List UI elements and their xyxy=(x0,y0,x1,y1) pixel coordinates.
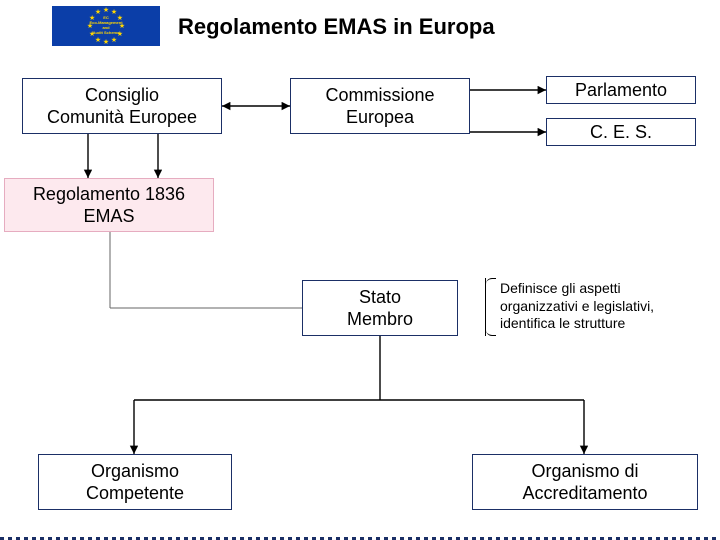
node-consiglio: ConsiglioComunità Europee xyxy=(22,78,222,134)
node-regolamento: Regolamento 1836EMAS xyxy=(4,178,214,232)
node-label: StatoMembro xyxy=(347,286,413,331)
annotation-text: Definisce gli aspetti organizzativi e le… xyxy=(500,280,700,333)
eu-logo: ★★★★★★★★★★★★ EC Eco-Management and Audit… xyxy=(52,6,160,46)
node-label: OrganismoCompetente xyxy=(86,460,184,505)
node-commissione: CommissioneEuropea xyxy=(290,78,470,134)
node-accreditamento: Organismo diAccreditamento xyxy=(472,454,698,510)
node-stato: StatoMembro xyxy=(302,280,458,336)
node-label: Parlamento xyxy=(575,79,667,102)
annotation-bracket xyxy=(485,278,486,336)
node-label: C. E. S. xyxy=(590,121,652,144)
logo-line: Audit Scheme xyxy=(93,30,120,35)
node-label: ConsiglioComunità Europee xyxy=(47,84,197,129)
node-ces: C. E. S. xyxy=(546,118,696,146)
page-title: Regolamento EMAS in Europa xyxy=(178,14,495,40)
eu-logo-text: EC Eco-Management and Audit Scheme xyxy=(89,16,122,35)
node-label: CommissioneEuropea xyxy=(325,84,434,129)
node-label: Organismo diAccreditamento xyxy=(522,460,647,505)
node-label: Regolamento 1836EMAS xyxy=(33,183,185,228)
node-parlamento: Parlamento xyxy=(546,76,696,104)
node-competente: OrganismoCompetente xyxy=(38,454,232,510)
